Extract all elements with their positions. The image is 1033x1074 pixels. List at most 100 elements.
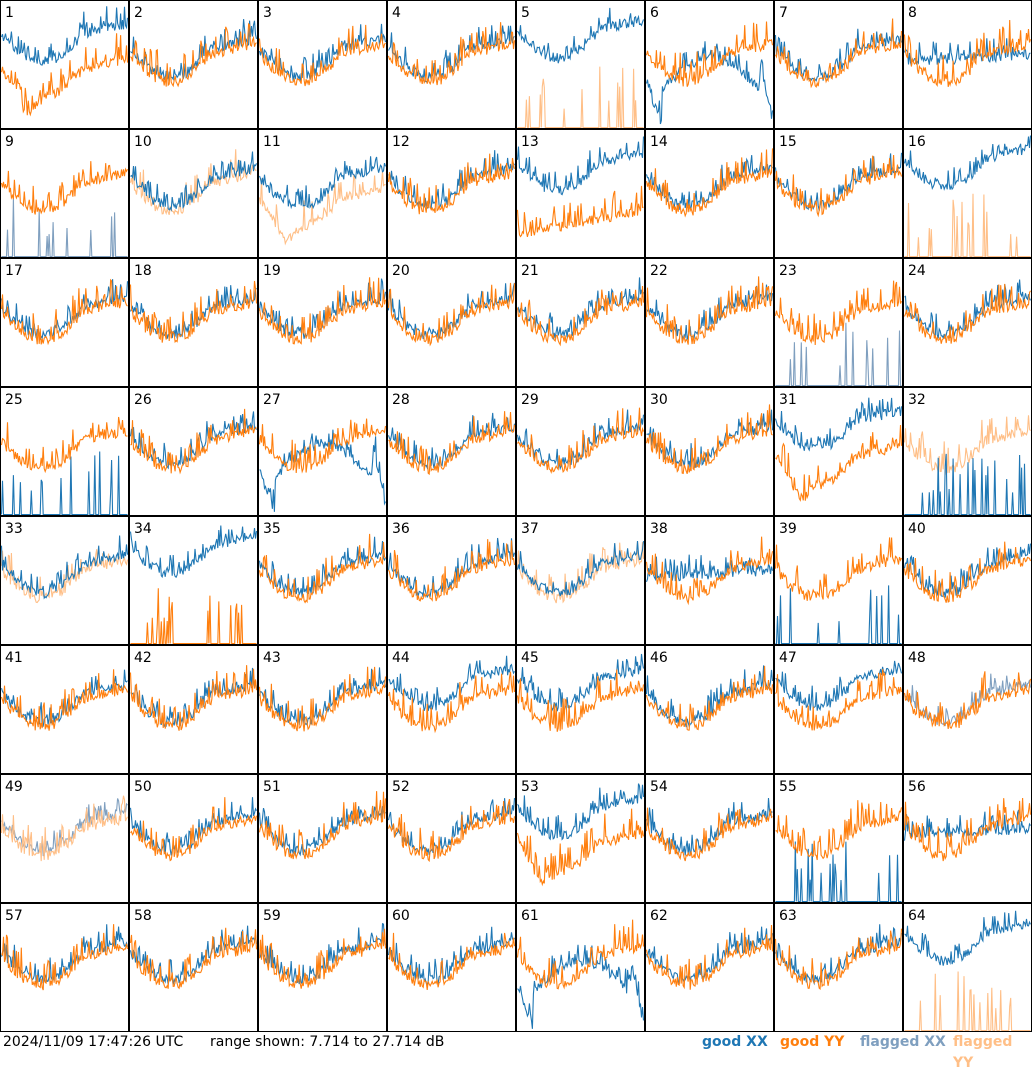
panel-border [774, 0, 903, 129]
panel-label: 40 [908, 521, 926, 537]
trace-yy-good [130, 22, 257, 88]
panel-label: 37 [521, 521, 539, 537]
trace-yy-good [388, 539, 516, 602]
panel-1: 1 [0, 0, 129, 129]
panel-24: 24 [903, 258, 1032, 387]
panel-border [774, 129, 903, 258]
panel-label: 59 [263, 908, 281, 924]
panel-border [903, 645, 1032, 774]
legend-good-yy: good YY [780, 1034, 845, 1050]
panel-label: 36 [392, 521, 410, 537]
trace-yy-flagged [903, 415, 1031, 476]
panel-60: 60 [387, 903, 516, 1032]
panel-41: 41 [0, 645, 129, 774]
panel-64: 64 [903, 903, 1032, 1032]
trace-xx-good [517, 944, 645, 1029]
panel-38: 38 [645, 516, 774, 645]
panel-label: 64 [908, 908, 926, 924]
panel-label: 1 [5, 5, 14, 21]
panel-6: 6 [645, 0, 774, 129]
trace-xx-good [258, 536, 387, 598]
panel-label: 18 [134, 263, 152, 279]
footer: 2024/11/09 17:47:26 UTC range shown: 7.7… [0, 1032, 1033, 1071]
trace-yy-good [387, 282, 516, 347]
trace-yy-good [645, 276, 774, 345]
panel-label: 43 [263, 650, 281, 666]
panel-border [645, 516, 774, 645]
panel-border [0, 0, 129, 129]
trace-yy-good [388, 932, 516, 990]
trace-xx-flagged [1, 198, 128, 258]
trace-yy-good [774, 537, 903, 601]
trace-xx-good [775, 660, 903, 711]
trace-yy-good [1, 924, 129, 991]
trace-yy-good [387, 671, 516, 734]
panel-45: 45 [516, 645, 645, 774]
panel-border [774, 387, 903, 516]
trace-yy-good [775, 669, 903, 731]
panel-border [0, 258, 129, 387]
panel-border [645, 774, 774, 903]
panel-border [903, 516, 1032, 645]
panel-border [516, 129, 645, 258]
panel-label: 21 [521, 263, 539, 279]
trace-yy-good [387, 22, 516, 86]
trace-yy-good [775, 18, 903, 89]
trace-xx-good [646, 284, 774, 341]
trace-xx-good [904, 453, 1031, 516]
panel-57: 57 [0, 903, 129, 1032]
panel-border [516, 774, 645, 903]
panel-label: 28 [392, 392, 410, 408]
panel-border [129, 903, 258, 1032]
panel-label: 17 [5, 263, 23, 279]
panel-62: 62 [645, 903, 774, 1032]
panel-label: 34 [134, 521, 152, 537]
panel-2: 2 [129, 0, 258, 129]
panel-33: 33 [0, 516, 129, 645]
panel-label: 20 [392, 263, 410, 279]
trace-xx-good [645, 926, 774, 984]
trace-yy-good [129, 927, 258, 990]
panel-border [516, 645, 645, 774]
trace-yy-good [258, 418, 387, 474]
panel-label: 63 [779, 908, 797, 924]
trace-xx-good [388, 655, 515, 712]
panel-label: 14 [650, 134, 668, 150]
trace-xx-good [775, 585, 902, 645]
trace-yy-good [645, 536, 774, 606]
panel-39: 39 [774, 516, 903, 645]
panel-label: 5 [521, 5, 530, 21]
trace-xx-good [775, 841, 902, 903]
trace-yy-good [388, 411, 516, 476]
panel-29: 29 [516, 387, 645, 516]
panel-label: 12 [392, 134, 410, 150]
trace-xx-good [516, 653, 645, 713]
panel-border [774, 903, 903, 1032]
trace-yy-good [903, 797, 1032, 862]
trace-xx-good [388, 150, 515, 209]
panel-border [774, 258, 903, 387]
trace-xx-good [904, 910, 1032, 966]
panel-5: 5 [516, 0, 645, 129]
trace-xx-good [0, 279, 129, 341]
panel-44: 44 [387, 645, 516, 774]
panel-border [903, 903, 1032, 1032]
trace-yy-good [258, 277, 387, 345]
trace-yy-flagged [904, 193, 1031, 258]
panel-59: 59 [258, 903, 387, 1032]
trace-yy-good [130, 408, 257, 475]
trace-xx-good [903, 135, 1032, 191]
panel-11: 11 [258, 129, 387, 258]
panel-53: 53 [516, 774, 645, 903]
trace-xx-good [129, 525, 258, 579]
panel-border [903, 129, 1032, 258]
panel-27: 27 [258, 387, 387, 516]
panel-border [516, 0, 645, 129]
trace-xx-good [0, 451, 128, 516]
panel-12: 12 [387, 129, 516, 258]
panel-label: 50 [134, 779, 152, 795]
panel-border [387, 0, 516, 129]
panel-label: 27 [263, 392, 281, 408]
panel-8: 8 [903, 0, 1032, 129]
legend-flagged-xx: flagged XX [860, 1034, 946, 1050]
